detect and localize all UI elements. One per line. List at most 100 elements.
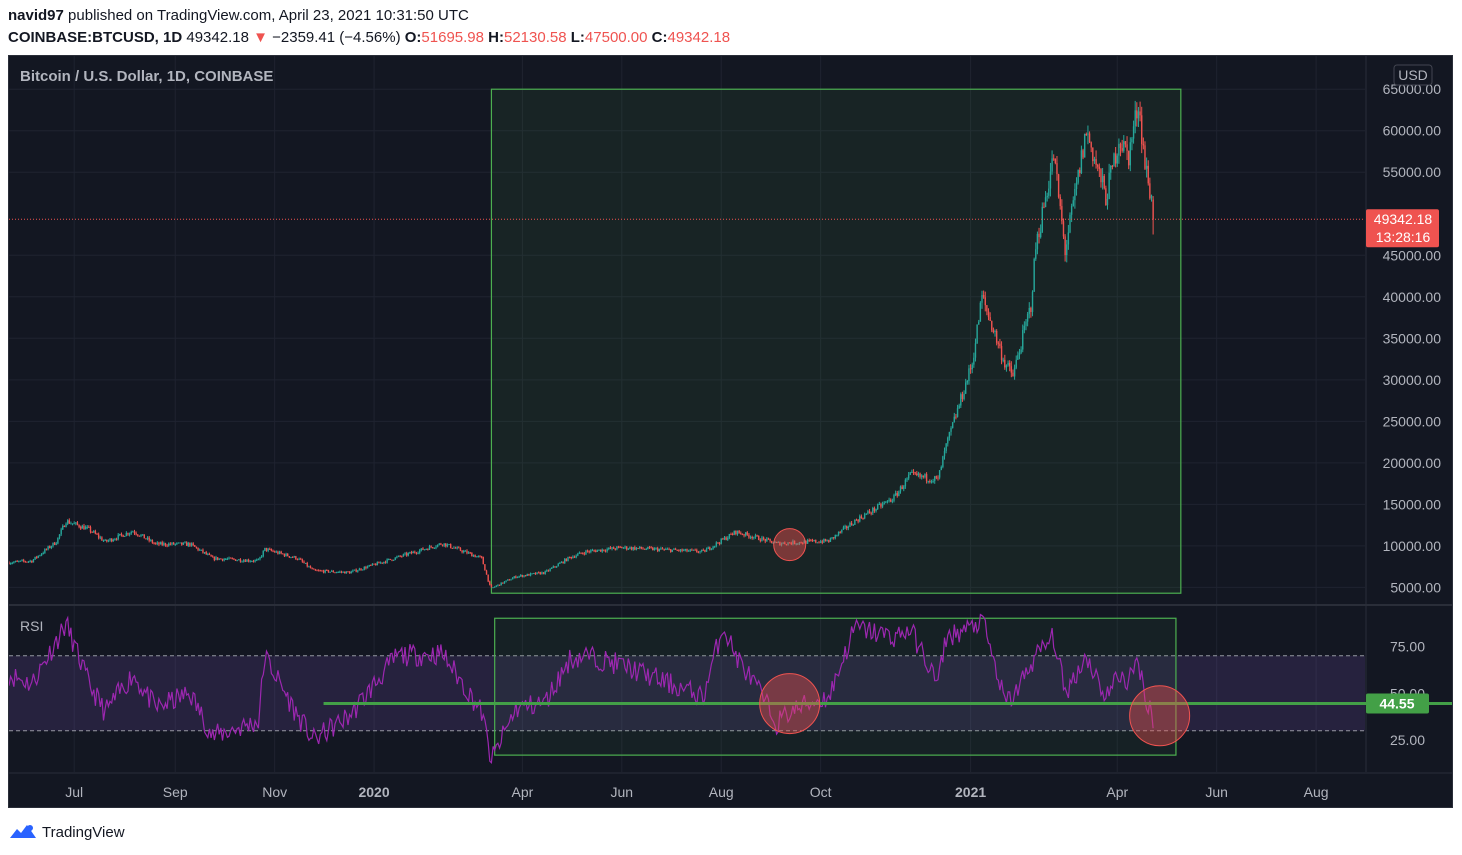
candle-body [9, 562, 10, 565]
candle-body [357, 570, 359, 572]
candle-body [461, 550, 463, 553]
currency-badge [1393, 64, 1433, 86]
candle-body [784, 542, 786, 545]
candle-body [710, 548, 713, 550]
candle-body [104, 539, 106, 541]
candle-body [743, 534, 745, 536]
candle-body [614, 548, 616, 550]
candle-body [441, 544, 444, 546]
candle-body [731, 533, 734, 535]
candle-body [798, 542, 801, 544]
candle-body [627, 548, 630, 550]
candle-body [881, 503, 884, 507]
candle-body [371, 563, 374, 566]
candle-body [164, 543, 167, 546]
candle-body [767, 538, 770, 540]
candle-body [730, 533, 732, 535]
x-tick-label: Apr [511, 784, 533, 800]
candle-body [1028, 308, 1030, 314]
candle-body [860, 516, 863, 519]
candle-body [756, 535, 758, 537]
candle-body [790, 543, 793, 545]
candle-body [852, 524, 854, 526]
chart-svg[interactable]: Jul Sep Nov 2020 Apr Jun Aug Oct 2021 Apr Jun Aug 50… [9, 56, 1452, 807]
candle-body [872, 508, 874, 514]
candle-body [370, 565, 372, 567]
candle-body [1144, 145, 1146, 169]
candle-body [93, 531, 95, 533]
candle-body [184, 542, 186, 544]
candle-body [595, 550, 597, 552]
candle-body [1152, 199, 1154, 220]
candle-body [544, 571, 546, 574]
candle-body [99, 537, 101, 539]
candle-body [40, 553, 43, 556]
candle-body [392, 559, 395, 561]
candle-body [1041, 206, 1043, 232]
candle-body [135, 533, 137, 535]
candle-body [994, 331, 996, 333]
candle-body [1044, 197, 1047, 208]
candle-body [1118, 143, 1120, 156]
candle-body [945, 443, 947, 451]
candle-body [127, 532, 129, 535]
candle-body [277, 551, 279, 554]
candle-body [114, 539, 116, 541]
candle-body [133, 531, 136, 534]
candle-body [1022, 330, 1024, 350]
candle-body [314, 569, 317, 571]
candle-body [973, 357, 975, 365]
candle-body [942, 456, 944, 467]
candle-body [317, 570, 320, 572]
candle-body [215, 557, 217, 560]
candle-body [565, 558, 568, 562]
candle-body [867, 511, 869, 514]
candle-body [810, 540, 812, 542]
candle-body [643, 548, 646, 550]
candle-body [709, 547, 711, 550]
candle-body [106, 539, 108, 542]
candle-body [555, 566, 558, 568]
candle-body [670, 549, 672, 552]
tradingview-logo-icon[interactable] [8, 822, 38, 842]
price-circle-marker [773, 528, 807, 562]
candle-body [464, 550, 467, 552]
candle-body [533, 573, 535, 575]
candle-body [1105, 188, 1107, 206]
candle-body [1012, 372, 1014, 377]
candle-body [629, 547, 631, 549]
candle-body [322, 570, 325, 573]
candle-body [621, 547, 623, 549]
rsi-current-value: 44.55 [1379, 695, 1414, 711]
author-name[interactable]: navid97 [8, 7, 64, 24]
candle-body [81, 525, 84, 529]
candle-body [1043, 206, 1045, 208]
candle-body [128, 533, 131, 535]
candle-body [309, 566, 312, 569]
candle-body [893, 494, 895, 501]
candle-body [666, 548, 669, 550]
candle-body [727, 537, 729, 540]
candle-body [934, 476, 936, 481]
candle-body [433, 547, 436, 549]
candle-body [172, 542, 175, 545]
candle-body [880, 503, 882, 507]
chart-frame[interactable]: Jul Sep Nov 2020 Apr Jun Aug Oct 2021 Apr Jun Aug 50… [8, 55, 1453, 808]
candle-body [443, 543, 445, 546]
candle-body [656, 548, 659, 552]
candle-body [181, 542, 183, 545]
candle-body [342, 571, 344, 573]
candle-body [694, 549, 696, 551]
price-tick-label: 65000.00 [1383, 81, 1442, 97]
candle-body [138, 535, 141, 537]
candle-body [394, 557, 396, 560]
candle-body [795, 543, 797, 545]
candle-body [821, 541, 823, 543]
x-tick-label: Oct [810, 784, 832, 800]
candle-body [36, 556, 38, 558]
candle-body [740, 532, 742, 535]
candle-body [37, 555, 40, 558]
candle-body [764, 538, 766, 542]
candle-body [389, 558, 392, 560]
tradingview-brand[interactable]: TradingView [42, 823, 125, 841]
